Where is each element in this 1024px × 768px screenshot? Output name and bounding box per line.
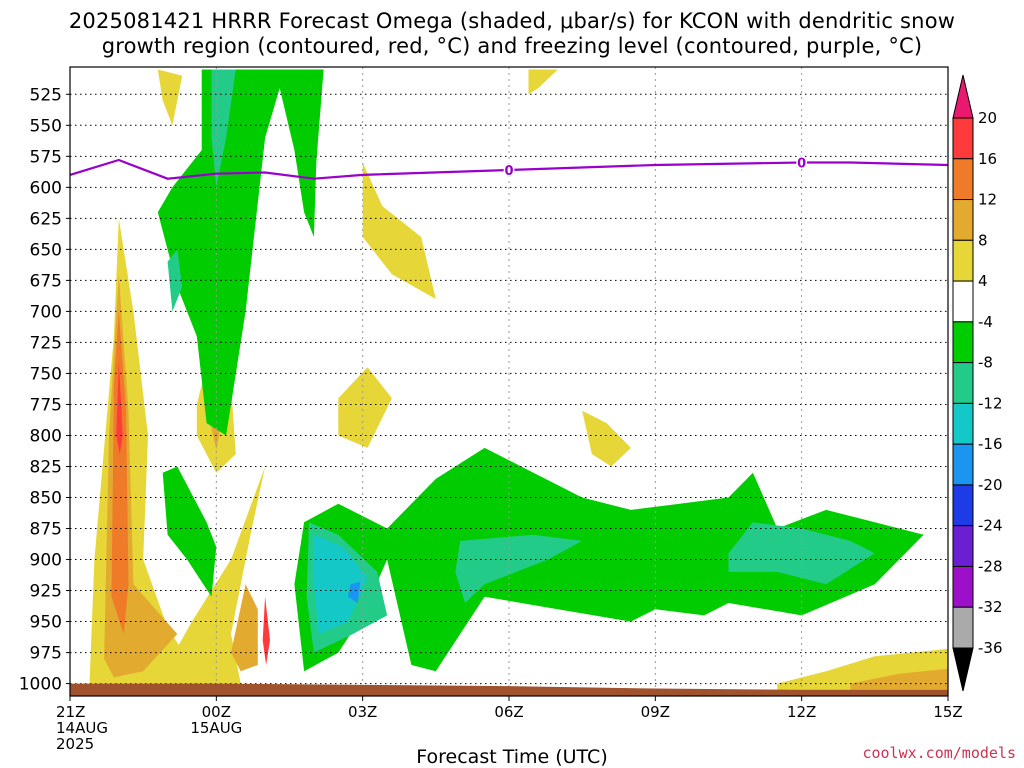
colorbar-tick-label: -32 — [978, 598, 1003, 616]
colorbar-tick-label: 8 — [978, 231, 988, 249]
omega-region-19 — [162, 466, 217, 597]
y-tick-label-750: 750 — [30, 364, 62, 384]
y-tick-label-600: 600 — [30, 178, 62, 198]
x-tick-label: 2025 — [56, 735, 94, 753]
colorbar-tick-label: 4 — [978, 272, 988, 290]
colorbar-segment — [952, 239, 974, 282]
colorbar-segment — [952, 565, 974, 608]
colorbar-tick-label: -28 — [978, 557, 1003, 575]
y-tick-label-775: 775 — [30, 395, 62, 415]
colorbar-segment — [952, 402, 974, 445]
y-tick-label-650: 650 — [30, 240, 62, 260]
y-tick-label-675: 675 — [30, 271, 62, 291]
y-tick-label-550: 550 — [30, 116, 62, 136]
colorbar-segment — [952, 606, 974, 649]
colorbar-tick-label: -12 — [978, 394, 1003, 412]
colorbar-segment — [952, 117, 974, 160]
y-tick-label-925: 925 — [30, 582, 62, 602]
omega-region-7 — [231, 584, 258, 672]
colorbar-tick-label: -4 — [978, 313, 993, 331]
omega-region-20 — [294, 447, 924, 672]
omega-region-22 — [313, 534, 368, 634]
freezing-level-label: 0 — [797, 157, 806, 172]
y-axis-ticks: 525 550 575 600 625 650 675 700 725 750 775 800 825 8… — [19, 85, 70, 695]
freezing-level-label: 0 — [504, 164, 513, 179]
colorbar-tick-label: -36 — [978, 639, 1003, 657]
x-tick-label: 12Z — [787, 703, 816, 721]
colorbar: 20 16 12 8 4 -4 -8 -12 -16 -20 -24 -28 -32 -36 — [952, 74, 1003, 692]
omega-region-2 — [111, 311, 129, 634]
omega-region-6 — [167, 466, 266, 688]
ground-polygon — [70, 683, 948, 696]
x-tick-label: 21Z — [56, 703, 85, 721]
omega-region-9 — [362, 162, 436, 299]
colorbar-tick-label: 20 — [978, 109, 997, 127]
y-tick-label-1000: 1000 — [19, 675, 62, 695]
omega-region-15 — [850, 668, 948, 690]
freezing-level-line — [70, 158, 948, 180]
colorbar-top-triangle — [952, 74, 974, 119]
omega-shading — [89, 69, 948, 690]
y-tick-label-875: 875 — [30, 520, 62, 540]
y-tick-label-800: 800 — [30, 426, 62, 446]
ground-strip — [70, 683, 948, 696]
colorbar-segment — [952, 443, 974, 486]
omega-region-16 — [157, 69, 324, 436]
omega-region-10 — [338, 367, 392, 448]
omega-region-18 — [167, 249, 183, 312]
omega-region-24 — [455, 534, 583, 603]
y-tick-label-575: 575 — [30, 147, 62, 167]
y-tick-label-825: 825 — [30, 457, 62, 477]
colorbar-segment — [952, 321, 974, 364]
chart-title-line1: 2025081421 HRRR Forecast Omega (shaded, … — [68, 9, 956, 33]
omega-region-11 — [582, 410, 631, 467]
colorbar-tick-label: -8 — [978, 354, 993, 372]
y-tick-label-725: 725 — [30, 333, 62, 353]
x-axis-label: Forecast Time (UTC) — [416, 746, 608, 768]
x-tick-label: 06Z — [494, 703, 523, 721]
omega-region-8 — [262, 596, 270, 665]
colorbar-tick-label: -24 — [978, 517, 1003, 535]
x-tick-label: 15AUG — [190, 719, 242, 737]
omega-region-17 — [211, 69, 236, 188]
omega-region-12 — [157, 69, 183, 126]
y-tick-label-625: 625 — [30, 209, 62, 229]
x-tick-label: 15Z — [933, 703, 962, 721]
x-tick-label: 09Z — [641, 703, 670, 721]
y-tick-label-525: 525 — [30, 85, 62, 105]
colorbar-segment — [952, 484, 974, 527]
colorbar-tick-label: 16 — [978, 150, 997, 168]
colorbar-tick-label: -20 — [978, 476, 1003, 494]
y-tick-label-700: 700 — [30, 302, 62, 322]
omega-region-23 — [348, 581, 361, 603]
x-tick-label: 03Z — [348, 703, 377, 721]
colorbar-segment — [952, 362, 974, 404]
colorbar-bottom-triangle — [952, 647, 974, 692]
y-tick-label-975: 975 — [30, 644, 62, 664]
colorbar-tick-label: -16 — [978, 435, 1003, 453]
colorbar-segment — [952, 525, 974, 567]
colorbar-tick-label: 12 — [978, 191, 997, 209]
omega-region-13 — [528, 69, 558, 95]
y-tick-label-900: 900 — [30, 551, 62, 571]
omega-region-3 — [116, 361, 123, 455]
y-tick-label-950: 950 — [30, 613, 62, 633]
x-tick-label: 14AUG — [56, 719, 108, 737]
chart-title-line2: growth region (contoured, red, °C) and f… — [101, 34, 923, 58]
x-tick-label: 00Z — [202, 703, 231, 721]
y-tick-label-850: 850 — [30, 488, 62, 508]
colorbar-segment — [952, 280, 974, 323]
colorbar-segment — [952, 158, 974, 201]
gridlines — [70, 67, 948, 696]
credit-link[interactable]: coolwx.com/models — [862, 744, 1016, 762]
colorbar-segment — [952, 199, 974, 241]
